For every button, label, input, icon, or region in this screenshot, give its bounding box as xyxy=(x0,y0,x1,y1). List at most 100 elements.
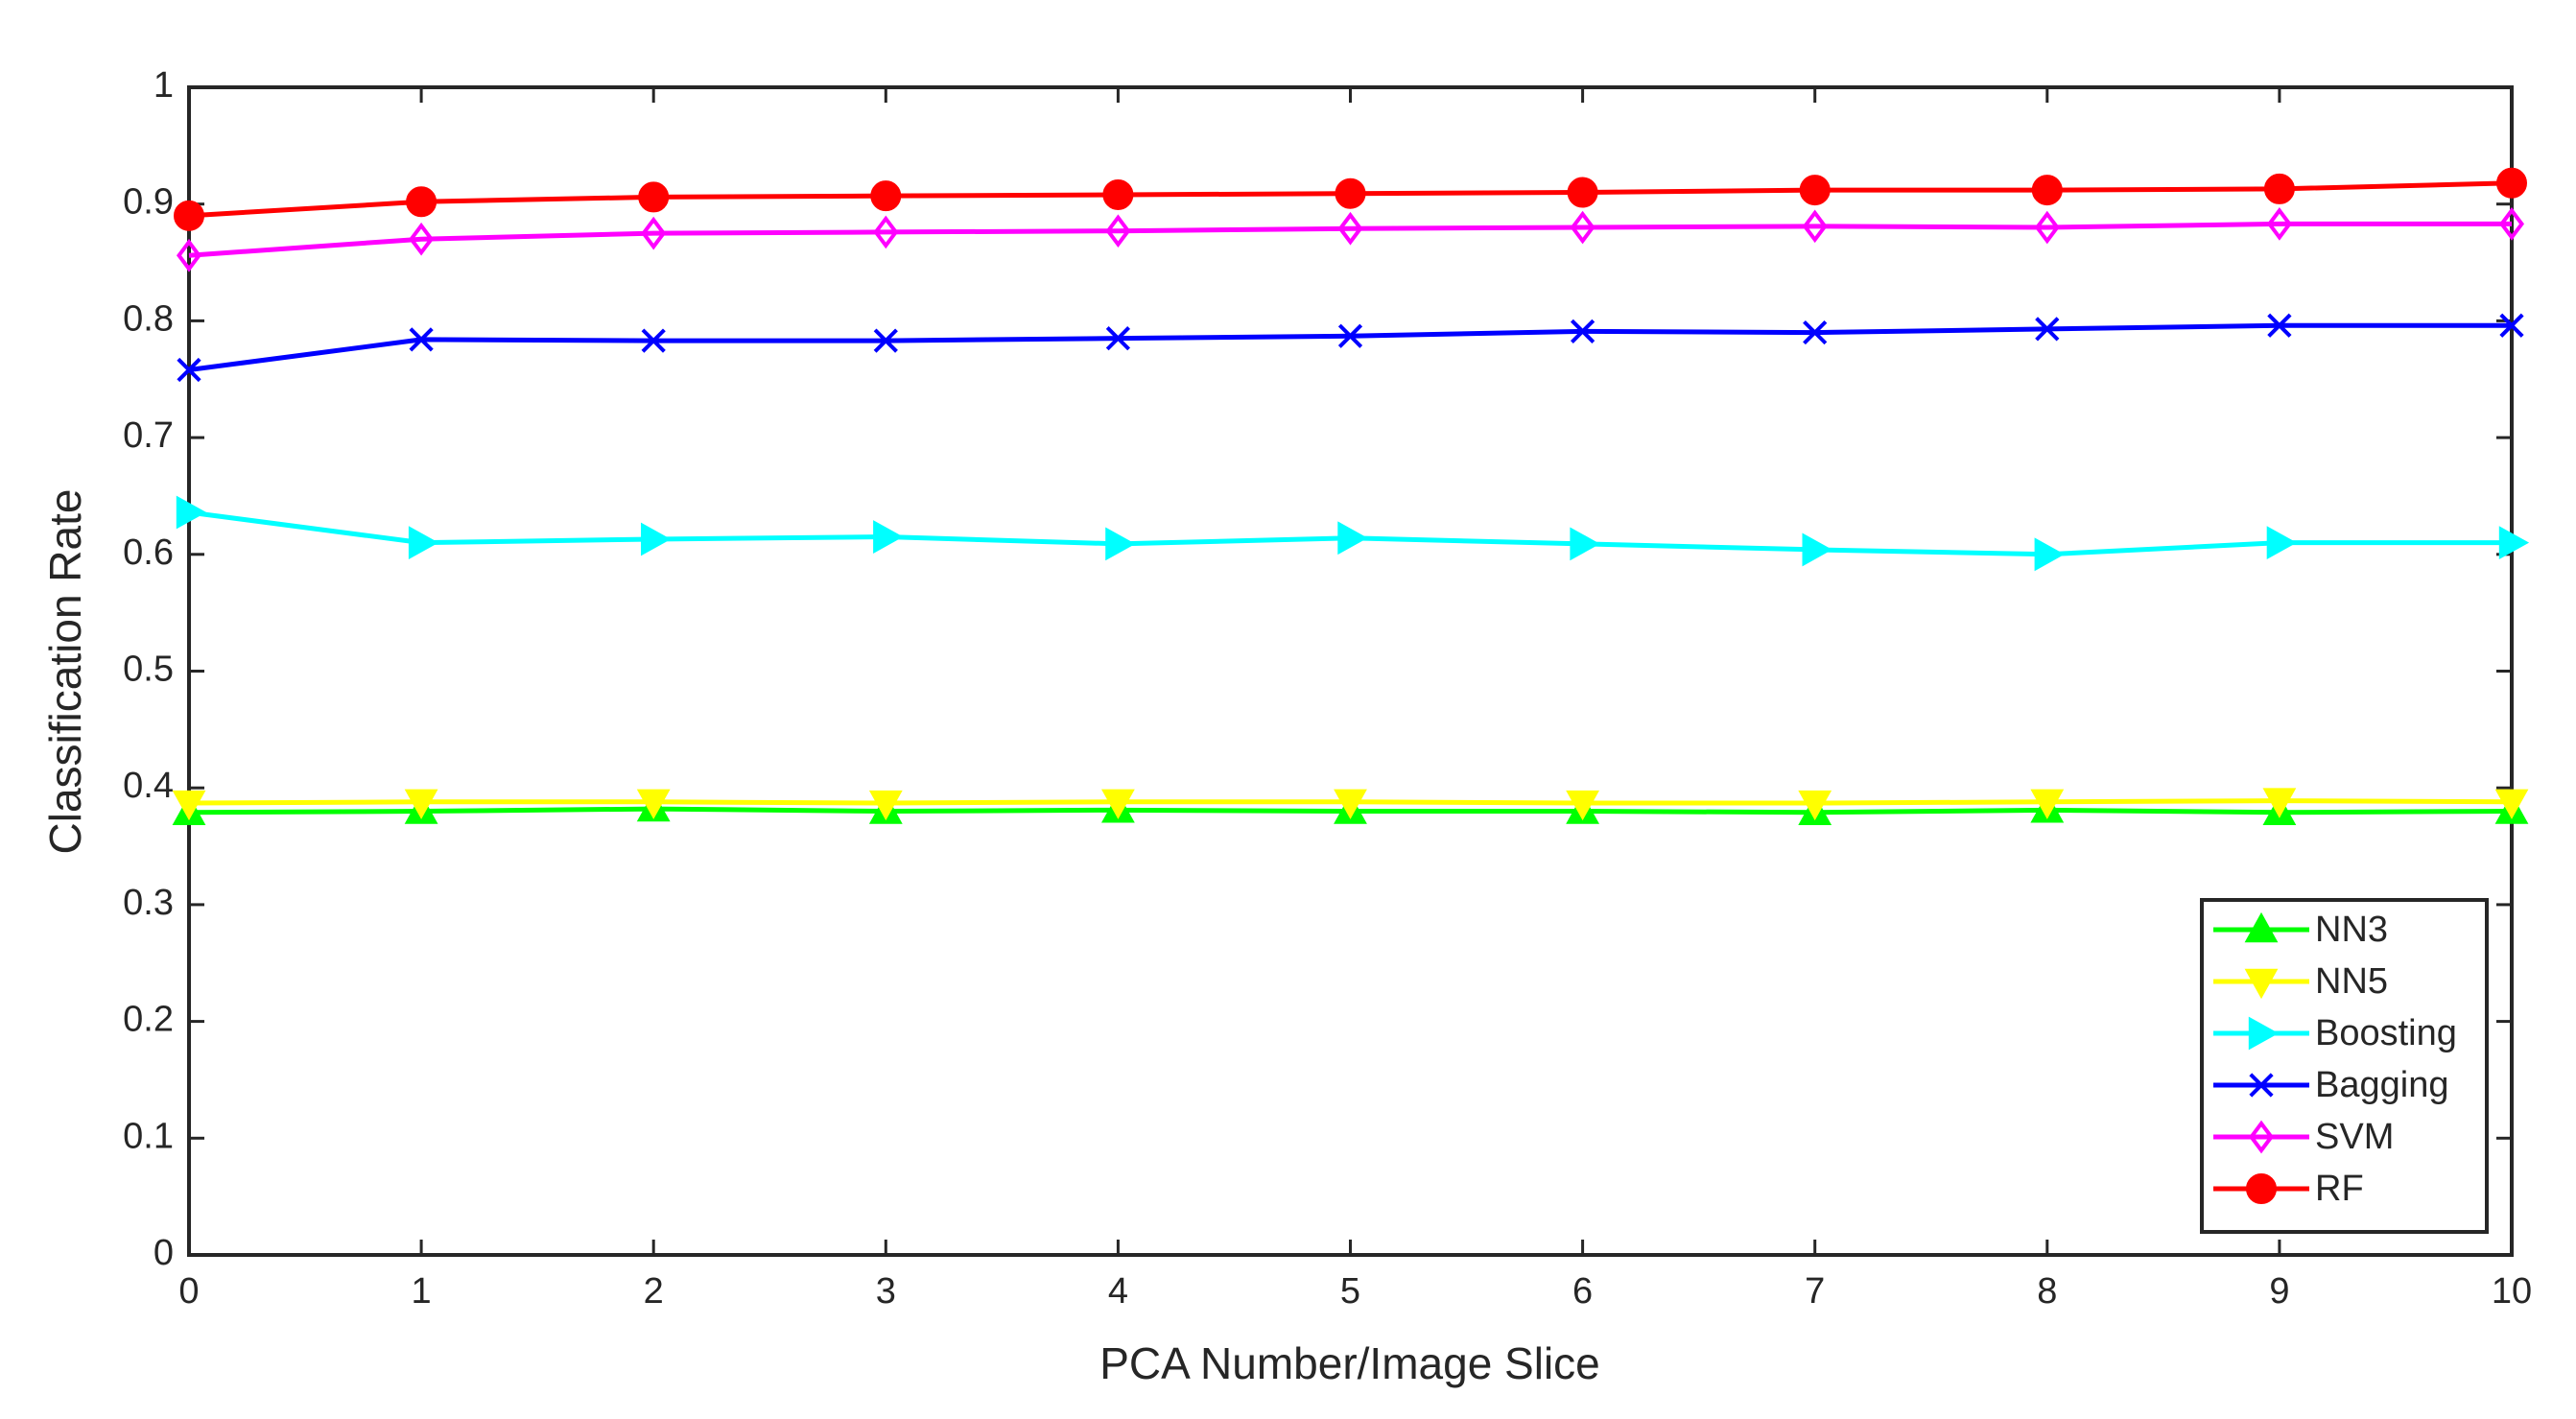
marker xyxy=(1570,210,1595,245)
marker xyxy=(873,520,904,554)
marker xyxy=(2499,207,2524,241)
marker xyxy=(1798,790,1832,821)
marker xyxy=(1105,214,1131,248)
marker xyxy=(1799,175,1831,206)
marker xyxy=(1337,521,1368,556)
legend-label: RF xyxy=(2315,1169,2364,1209)
x-tick-label: 1 xyxy=(412,1271,432,1312)
x-axis-label: PCA Number/Image Slice xyxy=(1099,1338,1600,1388)
x-tick-label: 5 xyxy=(1340,1271,1360,1312)
legend-label: Bagging xyxy=(2315,1065,2448,1105)
y-tick-label: 0.3 xyxy=(123,883,174,923)
marker xyxy=(1803,319,1828,345)
marker xyxy=(176,238,202,272)
marker xyxy=(1566,790,1599,821)
x-tick-label: 2 xyxy=(644,1271,664,1312)
y-tick-label: 0.8 xyxy=(123,298,174,339)
marker xyxy=(2267,313,2292,338)
marker xyxy=(1570,527,1600,561)
y-tick-label: 0.6 xyxy=(123,532,174,573)
x-tick-label: 9 xyxy=(2269,1271,2289,1312)
legend-label: SVM xyxy=(2315,1117,2394,1157)
x-tick-label: 10 xyxy=(2492,1271,2532,1312)
y-tick-label: 0.7 xyxy=(123,415,174,456)
marker xyxy=(2030,789,2065,819)
x-tick-label: 0 xyxy=(178,1271,199,1312)
series xyxy=(176,207,2524,272)
marker xyxy=(404,789,438,819)
marker xyxy=(408,526,439,560)
marker xyxy=(636,789,671,819)
x-tick-label: 7 xyxy=(1805,1271,1825,1312)
marker xyxy=(2266,526,2298,560)
x-tick-label: 6 xyxy=(1572,1271,1593,1312)
legend-label: NN3 xyxy=(2315,910,2388,950)
marker xyxy=(868,790,903,821)
marker xyxy=(2035,317,2060,342)
legend-marker xyxy=(2244,968,2279,1000)
y-tick-label: 0.9 xyxy=(123,182,174,223)
marker xyxy=(1802,532,1832,567)
marker xyxy=(2498,526,2530,560)
marker xyxy=(409,327,434,352)
legend-marker xyxy=(2248,1016,2280,1051)
legend-label: NN5 xyxy=(2315,961,2388,1002)
axes-box xyxy=(187,85,2514,1257)
series-line xyxy=(188,221,2512,258)
marker xyxy=(1335,177,1366,209)
series xyxy=(176,495,2530,572)
y-tick-label: 1 xyxy=(154,65,174,106)
y-tick-label: 0.2 xyxy=(123,1000,174,1040)
legend-marker xyxy=(2249,1120,2274,1154)
plot-area xyxy=(189,87,2512,1255)
marker xyxy=(870,180,902,212)
marker xyxy=(409,222,435,256)
legend-marker xyxy=(2249,1073,2274,1098)
marker xyxy=(873,328,898,353)
marker xyxy=(1570,319,1595,343)
y-tick-label: 0 xyxy=(154,1233,174,1273)
legend: NN3 NN5 Boosting Bagging SVM RF xyxy=(2200,898,2489,1234)
legend-marker xyxy=(2246,1173,2277,1204)
marker xyxy=(1105,326,1131,351)
marker xyxy=(2496,167,2527,199)
marker xyxy=(174,200,204,231)
marker xyxy=(641,216,667,250)
marker xyxy=(172,790,206,821)
marker xyxy=(2034,210,2060,245)
x-tick-label: 4 xyxy=(1108,1271,1128,1312)
marker xyxy=(177,357,201,383)
marker xyxy=(1101,789,1135,819)
y-tick-label: 0.4 xyxy=(123,766,174,806)
marker xyxy=(1567,177,1598,208)
legend-label: Boosting xyxy=(2315,1013,2457,1053)
marker xyxy=(873,215,899,249)
marker xyxy=(1337,211,1363,246)
y-tick-label: 0.5 xyxy=(123,650,174,690)
marker xyxy=(1102,178,1134,210)
marker xyxy=(176,495,207,530)
marker xyxy=(641,328,666,353)
marker xyxy=(1105,527,1136,561)
marker xyxy=(2031,175,2063,206)
y-tick-label: 0.1 xyxy=(123,1116,174,1156)
series xyxy=(174,167,2527,231)
marker xyxy=(1802,209,1828,244)
marker xyxy=(406,186,437,218)
marker xyxy=(2266,207,2292,241)
marker xyxy=(2494,789,2529,819)
legend-box xyxy=(2200,898,2489,1234)
marker xyxy=(2499,313,2524,338)
series xyxy=(172,788,2529,821)
legend-marker xyxy=(2244,911,2279,943)
marker xyxy=(638,181,670,213)
marker xyxy=(2262,788,2297,818)
series xyxy=(177,313,2524,383)
x-tick-label: 8 xyxy=(2037,1271,2057,1312)
x-tick-label: 3 xyxy=(876,1271,896,1312)
marker xyxy=(641,522,672,556)
y-axis-label: Classification Rate xyxy=(40,489,90,855)
marker xyxy=(2263,173,2295,204)
